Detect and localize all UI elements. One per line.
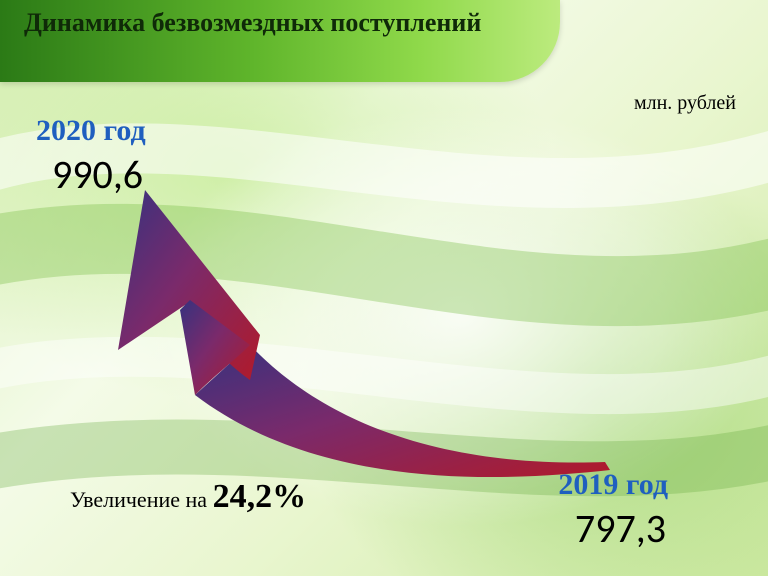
growth-arrow-icon — [100, 170, 620, 480]
unit-label: млн. рублей — [634, 92, 736, 115]
increase-prefix: Увеличение на — [70, 487, 213, 512]
year-old-label: 2019 год — [558, 468, 668, 502]
title-banner: Динамика безвозмездных поступлений — [0, 0, 560, 82]
slide-title: Динамика безвозмездных поступлений — [24, 8, 536, 38]
year-old-value: 797,3 — [575, 504, 666, 553]
increase-percent: 24,2% — [213, 478, 307, 515]
increase-text: Увеличение на 24,2% — [70, 478, 306, 516]
year-new-label: 2020 год — [36, 114, 146, 148]
slide: Динамика безвозмездных поступлений млн. … — [0, 0, 768, 576]
year-new-value: 990,6 — [52, 150, 143, 199]
